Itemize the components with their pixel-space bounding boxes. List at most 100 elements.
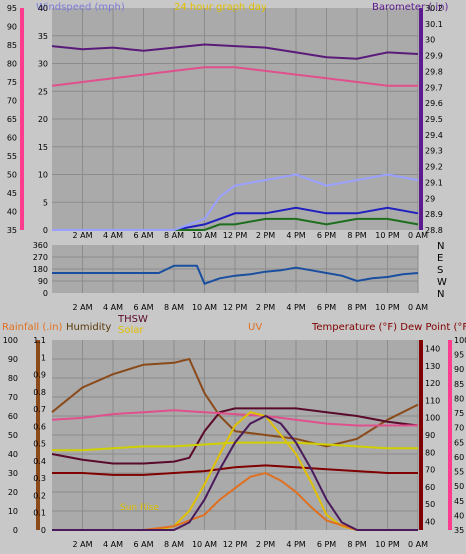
x-tick-label: 8 AM <box>164 303 184 312</box>
compass-label: E <box>437 253 443 264</box>
y-tick-label: 110 <box>425 396 440 405</box>
panel1-series-line-1 <box>51 66 418 87</box>
compass-label: W <box>437 277 447 288</box>
temperature-dewpoint-label: Temperature (°F) Dew Point (°F) <box>311 322 466 333</box>
y-tick-label: 29.7 <box>425 83 443 92</box>
y-tick-label: 0.8 <box>33 388 46 397</box>
y-tick-label: 30.2 <box>425 4 443 13</box>
y-tick-label: 45 <box>454 497 464 506</box>
y-tick-label: 80 <box>8 374 18 383</box>
x-tick-label: 4 PM <box>286 540 305 549</box>
y-tick-label: 100 <box>454 336 466 345</box>
y-tick-label: 95 <box>7 4 17 13</box>
y-tick-label: 70 <box>425 466 435 475</box>
axis-color-bar <box>36 340 40 530</box>
y-tick-label: 29 <box>425 194 435 203</box>
y-tick-label: 28.9 <box>425 210 443 219</box>
x-tick-label: 2 PM <box>256 540 275 549</box>
y-tick-label: 29.8 <box>425 67 443 76</box>
x-tick-label: 2 AM <box>72 303 92 312</box>
y-tick-label: 0.1 <box>33 509 46 518</box>
y-tick-label: 0.2 <box>33 491 46 500</box>
y-tick-label: 30.1 <box>425 20 443 29</box>
x-tick-label: 8 PM <box>347 540 366 549</box>
y-tick-label: 270 <box>33 253 48 262</box>
y-tick-label: 35 <box>7 226 17 235</box>
y-tick-label: 1 <box>41 353 46 362</box>
y-tick-label: 0.4 <box>33 457 46 466</box>
y-tick-label: 50 <box>8 431 18 440</box>
y-tick-label: 45 <box>7 189 17 198</box>
x-tick-label: 10 PM <box>375 540 400 549</box>
y-tick-label: 360 <box>33 241 48 250</box>
y-tick-label: 60 <box>8 412 18 421</box>
y-tick-label: 30 <box>425 36 435 45</box>
y-tick-label: 55 <box>7 152 17 161</box>
y-tick-label: 40 <box>425 517 435 526</box>
y-tick-label: 29.1 <box>425 178 443 187</box>
x-tick-label: 8 PM <box>347 303 366 312</box>
x-tick-label: 0 AM <box>408 303 428 312</box>
x-tick-label: 8 PM <box>347 231 366 240</box>
y-tick-label: 29.4 <box>425 131 443 140</box>
x-tick-label: 12 PM <box>223 231 248 240</box>
y-tick-label: 85 <box>454 380 464 389</box>
y-tick-label: 180 <box>33 265 48 274</box>
y-tick-label: 29.9 <box>425 52 443 61</box>
panel2-series-line-0 <box>52 264 419 285</box>
y-tick-label: 50 <box>7 171 17 180</box>
y-tick-label: 50 <box>425 500 435 509</box>
y-tick-label: 80 <box>7 60 17 69</box>
y-tick-label: 0.9 <box>33 371 46 380</box>
panel3-series-line-7 <box>52 414 418 531</box>
axis-color-bar <box>419 8 423 230</box>
y-tick-label: 70 <box>8 393 18 402</box>
y-tick-label: 0.6 <box>33 422 46 431</box>
x-tick-label: 0 AM <box>408 540 428 549</box>
y-tick-label: 40 <box>8 450 18 459</box>
y-tick-label: 0.5 <box>33 440 46 449</box>
y-tick-label: 75 <box>7 78 17 87</box>
y-tick-label: 80 <box>425 448 435 457</box>
y-tick-label: 60 <box>454 453 464 462</box>
x-tick-label: 4 PM <box>286 231 305 240</box>
y-tick-label: 20 <box>8 488 18 497</box>
thsw-label: THSW <box>117 314 148 325</box>
y-tick-label: 0 <box>43 289 48 298</box>
y-tick-label: 10 <box>38 171 48 180</box>
sunrise-label: Sun Rise <box>120 503 159 513</box>
x-tick-label: 6 PM <box>317 303 336 312</box>
y-tick-label: 130 <box>425 362 440 371</box>
uv-label: UV <box>248 322 262 333</box>
x-tick-label: 2 AM <box>72 231 92 240</box>
x-tick-label: 6 AM <box>133 540 153 549</box>
y-tick-label: 5 <box>43 198 48 207</box>
y-tick-label: 75 <box>454 409 464 418</box>
y-tick-label: 95 <box>454 351 464 360</box>
x-tick-label: 2 AM <box>72 540 92 549</box>
y-tick-label: 120 <box>425 379 440 388</box>
x-tick-label: 12 PM <box>223 540 248 549</box>
y-tick-label: 29.6 <box>425 99 443 108</box>
x-tick-label: 6 AM <box>133 303 153 312</box>
y-tick-label: 90 <box>38 277 48 286</box>
axis-color-bar <box>419 340 423 530</box>
y-tick-label: 30 <box>8 469 18 478</box>
y-tick-label: 70 <box>7 97 17 106</box>
x-tick-label: 8 AM <box>164 231 184 240</box>
x-tick-label: 10 PM <box>375 231 400 240</box>
y-tick-label: 29.5 <box>425 115 443 124</box>
x-tick-label: 6 PM <box>317 540 336 549</box>
y-tick-label: 15 <box>38 143 48 152</box>
x-tick-label: 12 PM <box>223 303 248 312</box>
x-tick-label: 10 PM <box>375 303 400 312</box>
windspeed-label: Windspeed (mph) <box>36 2 125 13</box>
y-tick-label: 60 <box>7 134 17 143</box>
y-tick-label: 80 <box>454 394 464 403</box>
y-tick-label: 0.3 <box>33 474 46 483</box>
y-tick-label: 0.7 <box>33 405 46 414</box>
y-tick-label: 40 <box>7 208 17 217</box>
series-layer <box>51 43 419 531</box>
panel3-series-line-3 <box>52 464 418 476</box>
